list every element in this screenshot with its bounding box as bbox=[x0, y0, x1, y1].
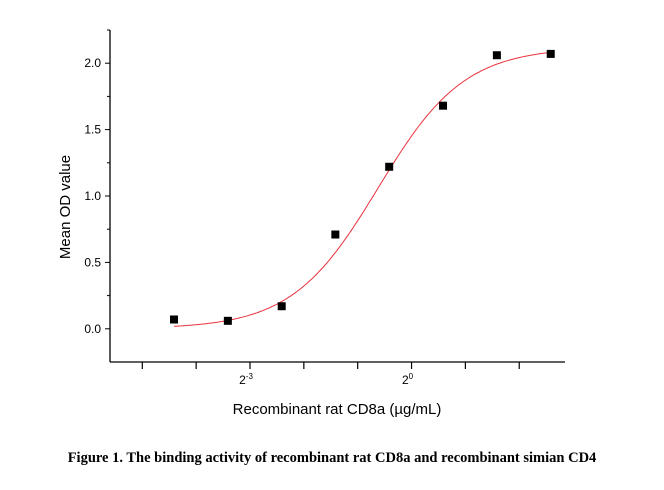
data-point bbox=[439, 101, 448, 110]
data-point bbox=[277, 302, 286, 311]
data-point bbox=[223, 316, 232, 325]
data-point bbox=[492, 51, 501, 60]
x-axis-title: Recombinant rat CD8a (µg/mL) bbox=[233, 401, 442, 418]
y-tick-label: 0.0 bbox=[84, 322, 101, 336]
data-point bbox=[385, 162, 394, 171]
figure-caption: Figure 1. The binding activity of recomb… bbox=[67, 450, 597, 466]
fit-curve bbox=[173, 51, 551, 327]
y-axis-title: Mean OD value bbox=[57, 155, 74, 259]
x-tick-label: 20 bbox=[402, 372, 414, 387]
axes: 2-3 20 0.0 0.5 1.0 1.5 2.0 bbox=[84, 29, 565, 387]
data-point bbox=[546, 49, 555, 58]
data-point bbox=[170, 315, 179, 324]
y-tick-label: 2.0 bbox=[84, 56, 101, 70]
data-point bbox=[331, 230, 340, 239]
x-tick-label: 2-3 bbox=[239, 372, 253, 387]
y-tick-label: 0.5 bbox=[84, 255, 101, 269]
y-tick-label: 1.0 bbox=[84, 189, 101, 203]
y-tick-label: 1.5 bbox=[84, 123, 101, 137]
data-points bbox=[170, 49, 555, 325]
